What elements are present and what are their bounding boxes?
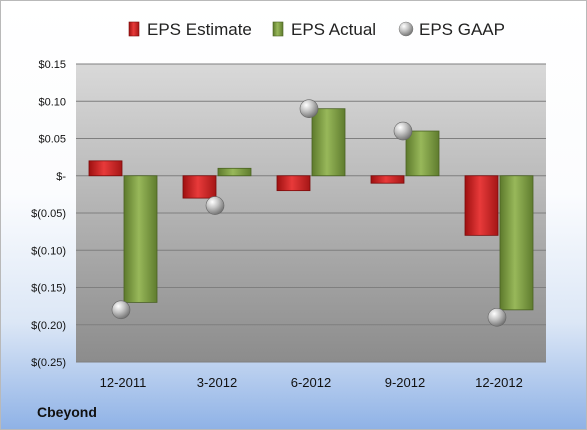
x-tick-label: 12-2012 [475, 375, 523, 390]
x-axis: 12-2011 3-2012 6-2012 9-2012 12-2012 [100, 375, 523, 390]
eps-actual-legend-swatch [272, 21, 284, 37]
eps-estimate-bar [88, 160, 123, 177]
eps-actual-bar [311, 108, 346, 177]
eps-actual-bar [217, 167, 252, 177]
eps-gaap-marker [393, 121, 413, 141]
eps-gaap-legend-label: EPS GAAP [419, 20, 505, 39]
x-tick-label: 6-2012 [291, 375, 331, 390]
y-tick-label: $0.15 [38, 59, 66, 71]
eps-estimate-bar [276, 175, 311, 192]
y-tick-label: $0.05 [38, 134, 66, 146]
y-axis: $0.15 $0.10 $0.05 $- $(0.05) $(0.10) $(0.15) $(… [31, 59, 66, 369]
eps-gaap-legend-swatch [398, 21, 414, 37]
bars [88, 108, 534, 311]
y-tick-label: $(0.20) [31, 320, 66, 332]
legend: EPS Estimate EPS Actual EPS GAAP [128, 20, 505, 39]
eps-gaap-marker [299, 99, 319, 118]
eps-gaap-marker [487, 307, 507, 327]
y-tick-label: $0.10 [38, 96, 66, 108]
y-tick-label: $(0.25) [31, 357, 66, 369]
y-tick-label: $(0.15) [31, 283, 66, 295]
x-tick-label: 12-2011 [100, 375, 147, 390]
eps-actual-bar [405, 130, 440, 177]
y-tick-label: $(0.05) [31, 208, 66, 220]
brand-label: Cbeyond [37, 404, 97, 420]
eps-estimate-legend-label: EPS Estimate [147, 20, 252, 39]
eps-actual-legend-label: EPS Actual [291, 20, 376, 39]
x-tick-label: 9-2012 [385, 375, 425, 390]
eps-estimate-bar [464, 175, 499, 236]
eps-gaap-marker [205, 196, 225, 215]
eps-estimate-legend-swatch [128, 21, 140, 37]
y-tick-label: $(0.10) [31, 245, 66, 257]
eps-actual-bar [499, 175, 534, 311]
x-tick-label: 3-2012 [197, 375, 237, 390]
eps-actual-bar [123, 175, 158, 303]
eps-gaap-marker [111, 300, 131, 320]
eps-estimate-bar [370, 175, 405, 184]
y-tick-label: $- [56, 171, 66, 183]
gaap-markers [111, 99, 507, 327]
eps-estimate-bar [182, 175, 217, 199]
